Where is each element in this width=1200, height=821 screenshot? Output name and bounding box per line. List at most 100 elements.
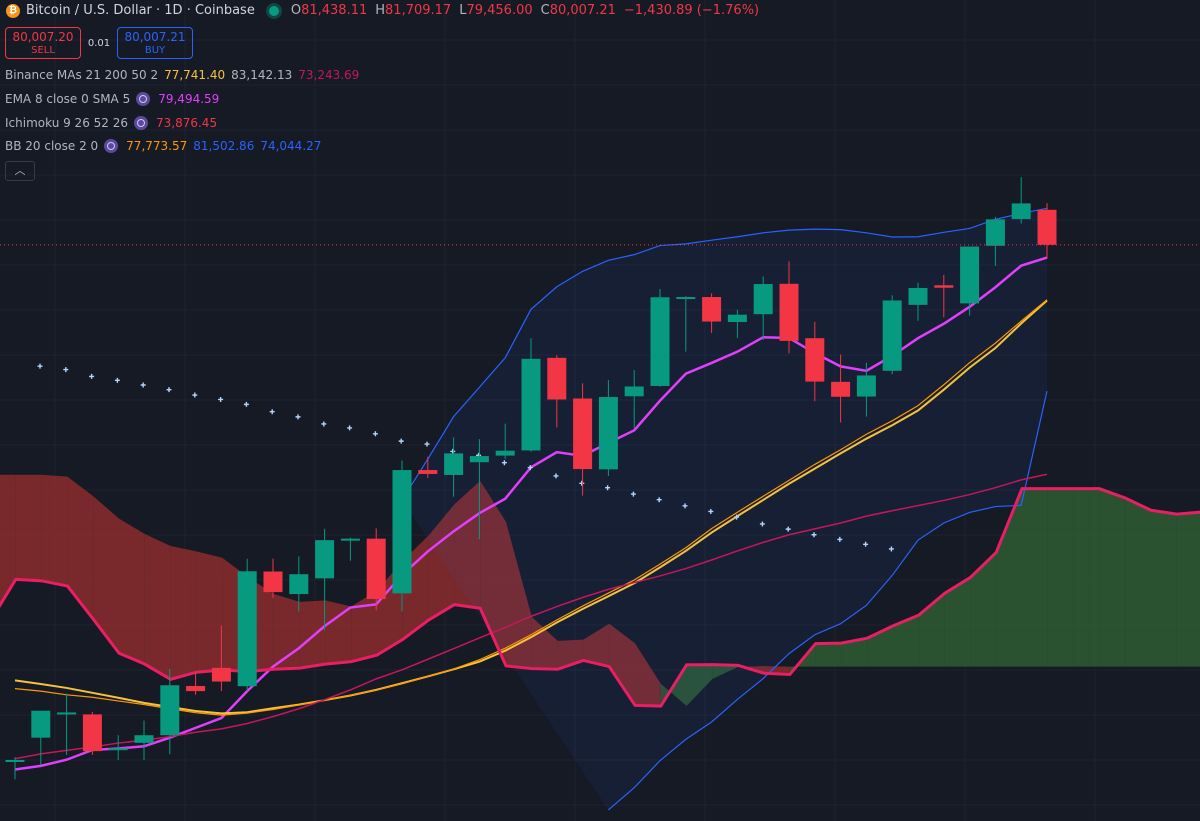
candle-body: [1011, 203, 1031, 220]
cloud-segment: [970, 552, 997, 667]
cloud-segment: [119, 518, 145, 665]
candle-body: [82, 714, 102, 752]
cloud-segment: [789, 643, 816, 675]
bitcoin-icon: ₿: [6, 3, 20, 18]
candle-body: [366, 538, 386, 599]
indicator-value: 83,142.13: [231, 68, 293, 82]
cloud-segment: [944, 577, 971, 667]
candle-body: [31, 710, 51, 738]
chevron-up-icon: ︿: [14, 164, 26, 177]
loading-icon: [134, 116, 148, 130]
cloud-segment: [41, 474, 68, 586]
buy-price: 80,007.21: [124, 30, 186, 44]
cloud-segment: [506, 522, 532, 669]
psar-point: [837, 536, 843, 542]
candle-body: [289, 574, 309, 595]
cloud-segment: [67, 476, 94, 620]
psar-point: [295, 414, 301, 420]
cloud-segment: [196, 551, 223, 673]
buy-label: BUY: [144, 45, 166, 56]
cloud-segment: [93, 496, 119, 654]
loading-icon: [104, 139, 119, 153]
cloud-segment: [351, 590, 377, 662]
indicator-name: Binance MAs 21 200 50 2: [5, 68, 159, 82]
candle-body: [315, 540, 335, 579]
psar-point: [372, 431, 378, 437]
psar-point: [759, 521, 765, 527]
indicator-binance-mas[interactable]: Binance MAs 21 200 50 2 77,741.40 83,142…: [5, 68, 365, 82]
cloud-segment: [815, 643, 842, 667]
psar-point: [63, 367, 69, 373]
psar-point: [140, 382, 146, 388]
candle-body: [882, 300, 902, 371]
cloud-segment: [635, 643, 661, 707]
sell-button[interactable]: 80,007.20 SELL: [5, 27, 81, 59]
cloud-segment: [1047, 488, 1074, 667]
cloud-segment: [428, 504, 455, 621]
span-a-line: [0, 487, 1200, 708]
psar-point: [243, 401, 249, 407]
candle-body: [521, 358, 541, 451]
chart-legend: ₿ Bitcoin / U.S. Dollar · 1D · Coinbase …: [0, 0, 1200, 190]
cloud-segment: [325, 600, 352, 665]
cloud-segment: [841, 638, 868, 667]
cloud-segment: [1022, 488, 1048, 667]
indicator-name: EMA 8 close 0 SMA 5: [5, 92, 131, 106]
psar-point: [863, 541, 869, 547]
psar-point: [37, 363, 43, 369]
ohlc-open-value: 81,438.11: [301, 3, 368, 18]
psar-point: [218, 396, 224, 402]
ohlc-close-value: 80,007.21: [549, 3, 616, 18]
candle-body: [263, 571, 283, 593]
psar-point: [605, 485, 611, 491]
indicator-ichimoku[interactable]: Ichimoku 9 26 52 26 73,876.45: [5, 116, 223, 130]
indicator-name: BB 20 close 2 0: [5, 139, 99, 153]
psar-point: [166, 387, 172, 393]
psar-point: [527, 465, 533, 471]
cloud-segment: [454, 480, 481, 609]
candle-body: [134, 735, 154, 743]
psar-point: [682, 503, 688, 509]
candle-body: [753, 284, 773, 315]
psar-point: [269, 409, 275, 415]
candle-body: [624, 386, 644, 397]
psar-point: [708, 508, 714, 514]
collapse-legend-button[interactable]: ︿: [5, 161, 35, 181]
series-line: [14, 299, 1048, 715]
trade-panel: 80,007.20 SELL 0.01 80,007.21 BUY: [5, 27, 193, 59]
series-line: [14, 299, 1048, 716]
psar-point: [630, 491, 636, 497]
candle-body: [57, 712, 77, 715]
candles: [5, 177, 1057, 780]
loading-icon: [136, 92, 151, 106]
indicator-value: 77,773.57: [126, 139, 188, 153]
candle-body: [418, 470, 438, 474]
cloud-segment: [609, 623, 635, 706]
psar-point: [321, 421, 327, 427]
symbol-title[interactable]: Bitcoin / U.S. Dollar · 1D · Coinbase: [26, 3, 255, 18]
psar-point: [656, 497, 662, 503]
bb-fill: [402, 208, 1047, 810]
candle-body: [108, 748, 128, 751]
cloud-segment: [996, 488, 1022, 667]
ohlc-open-label: O: [290, 3, 302, 18]
candle-body: [985, 219, 1005, 246]
indicator-value: 79,494.59: [158, 92, 220, 106]
ohlc-low-label: L: [459, 3, 467, 18]
cloud-segment: [712, 664, 739, 679]
sell-label: SELL: [31, 45, 55, 56]
indicator-bb[interactable]: BB 20 close 2 0 77,773.57 81,502.86 74,0…: [5, 139, 327, 153]
cloud-segment: [1151, 510, 1177, 667]
candle-body: [650, 297, 670, 386]
indicator-value: 74,044.27: [260, 139, 322, 153]
buy-button[interactable]: 80,007.21 BUY: [117, 27, 193, 59]
cloud-segment: [1176, 512, 1200, 667]
cloud-segment: [273, 594, 300, 670]
cloud-segment: [686, 664, 713, 706]
candle-body: [573, 398, 593, 470]
candle-body: [908, 287, 928, 305]
candle-body: [676, 297, 696, 300]
indicator-ema[interactable]: EMA 8 close 0 SMA 5 79,494.59: [5, 92, 225, 106]
candle-body: [211, 667, 231, 682]
